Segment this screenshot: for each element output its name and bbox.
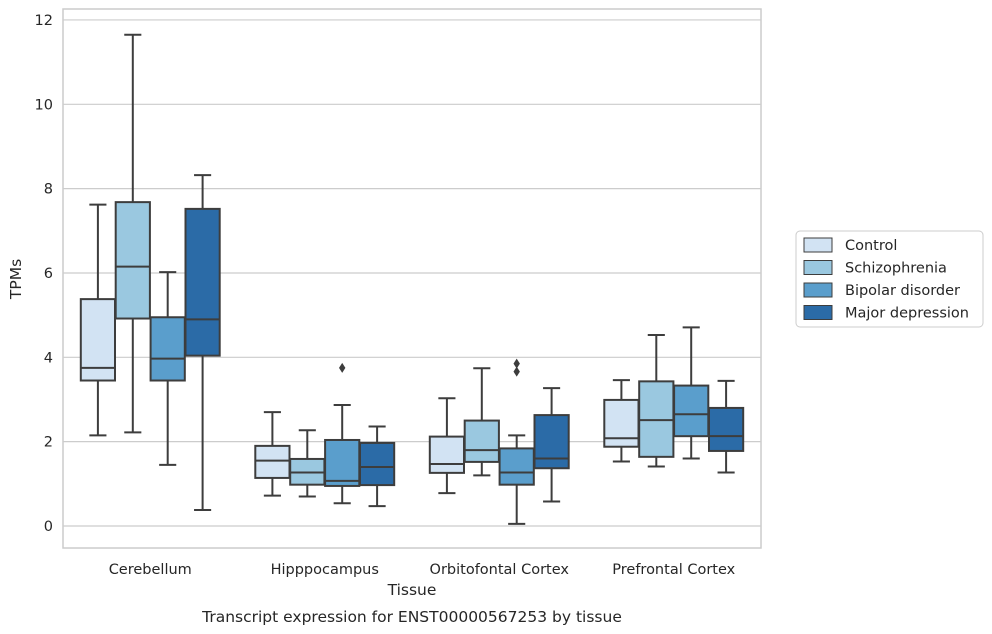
x-tick-label-prefrontal-cortex: Prefrontal Cortex bbox=[612, 562, 735, 578]
series-major-depression bbox=[184, 174, 745, 511]
series-control bbox=[79, 203, 640, 497]
box-iqr bbox=[707, 406, 745, 452]
legend-swatch-bipolar-disorder bbox=[803, 282, 833, 298]
x-tick-label-cerebellum: Cerebellum bbox=[109, 562, 192, 578]
box-iqr bbox=[533, 414, 570, 470]
y-tick-label-8: 8 bbox=[44, 182, 53, 198]
legend-label-schizophrenia: Schizophrenia bbox=[845, 261, 947, 277]
box-iqr bbox=[638, 380, 675, 458]
series-bipolar-disorder bbox=[149, 271, 710, 525]
outlier-point bbox=[339, 362, 346, 373]
legend-swatch-schizophrenia bbox=[803, 260, 833, 275]
box-cerebellum-schizophrenia bbox=[114, 33, 151, 434]
box-iqr bbox=[463, 419, 500, 463]
box-hipppocampus-control bbox=[254, 411, 291, 497]
legend-item-schizophrenia: Schizophrenia bbox=[803, 260, 947, 277]
box-hipppocampus-bipolar-disorder bbox=[324, 362, 361, 505]
x-tick-label-orbitofontal-cortex: Orbitofontal Cortex bbox=[430, 562, 570, 578]
box-prefrontal-cortex-schizophrenia bbox=[638, 333, 675, 468]
legend-label-bipolar-disorder: Bipolar disorder bbox=[845, 283, 960, 299]
legend-swatch-major-depression bbox=[803, 305, 833, 320]
series-schizophrenia bbox=[114, 33, 675, 498]
outlier-point bbox=[513, 358, 520, 369]
box-iqr bbox=[428, 435, 466, 474]
box-prefrontal-cortex-control bbox=[603, 379, 640, 463]
box-orbitofontal-cortex-schizophrenia bbox=[463, 367, 500, 477]
box-prefrontal-cortex-major-depression bbox=[707, 379, 745, 474]
box-iqr bbox=[149, 316, 186, 382]
box-orbitofontal-cortex-major-depression bbox=[533, 387, 570, 503]
x-axis-title: Tissue bbox=[387, 581, 437, 599]
legend-item-bipolar-disorder: Bipolar disorder bbox=[803, 282, 960, 299]
box-iqr bbox=[114, 201, 151, 320]
plot-frame bbox=[62, 8, 762, 549]
box-iqr bbox=[324, 438, 361, 487]
legend-label-major-depression: Major depression bbox=[845, 306, 969, 322]
outlier-point bbox=[513, 366, 520, 377]
box-cerebellum-major-depression bbox=[184, 174, 221, 511]
y-tick-labels: 0 2 4 6 8 10 12 bbox=[35, 13, 53, 535]
x-tick-labels: Cerebellum Hipppocampus Orbitofontal Corte… bbox=[109, 562, 736, 578]
box-orbitofontal-cortex-control bbox=[428, 397, 466, 495]
box-iqr bbox=[254, 444, 291, 479]
y-axis-title: TPMs bbox=[7, 259, 25, 300]
y-tick-label-10: 10 bbox=[35, 97, 53, 113]
box-hipppocampus-major-depression bbox=[358, 425, 396, 508]
x-tick-label-hipppocampus: Hipppocampus bbox=[271, 562, 379, 578]
legend-label-control: Control bbox=[845, 238, 897, 254]
box-iqr bbox=[498, 447, 535, 486]
legend-item-major-depression: Major depression bbox=[803, 305, 969, 322]
y-tick-label-0: 0 bbox=[44, 519, 53, 535]
plot-background bbox=[63, 9, 761, 548]
chart-caption: Transcript expression for ENST0000056725… bbox=[201, 608, 622, 626]
legend-frame bbox=[795, 230, 984, 328]
y-tick-label-2: 2 bbox=[44, 435, 53, 451]
box-iqr bbox=[184, 207, 221, 357]
y-tick-label-4: 4 bbox=[44, 350, 53, 366]
box-iqr bbox=[673, 384, 710, 438]
box-series bbox=[79, 33, 745, 525]
legend-swatch-control bbox=[803, 237, 833, 253]
legend-item-control: Control bbox=[803, 237, 897, 254]
box-cerebellum-control bbox=[79, 203, 117, 437]
box-iqr bbox=[358, 441, 396, 487]
box-cerebellum-bipolar-disorder bbox=[149, 271, 186, 466]
y-tick-label-6: 6 bbox=[44, 266, 53, 282]
y-tick-label-12: 12 bbox=[35, 13, 53, 29]
box-iqr bbox=[603, 398, 640, 448]
legend: Control Schizophrenia Bipolar disorder Majo… bbox=[795, 230, 984, 328]
